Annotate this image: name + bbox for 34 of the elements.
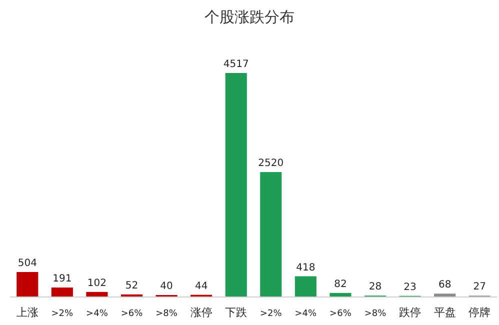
data-label: 191	[52, 274, 72, 285]
x-tick-label: >4%	[294, 309, 318, 319]
x-tick-label: >8%	[364, 309, 387, 319]
data-label: 82	[334, 278, 347, 290]
bar	[16, 272, 38, 297]
data-label: 27	[473, 282, 486, 293]
bar	[225, 73, 247, 297]
bar	[294, 276, 316, 297]
chart-title: 个股涨跌分布	[204, 8, 294, 26]
data-label: 40	[160, 281, 173, 292]
x-tick-label: 平盘	[434, 306, 456, 319]
x-tick-label: >6%	[330, 309, 352, 319]
x-tick-label: 涨停	[190, 306, 212, 319]
x-tick-label: >6%	[120, 309, 144, 319]
bar	[51, 288, 73, 297]
data-label: 28	[368, 282, 382, 293]
data-label: 418	[296, 262, 316, 274]
data-label: 504	[18, 258, 37, 270]
data-label: 52	[125, 280, 138, 292]
data-label: 2520	[258, 158, 284, 170]
data-label: 4517	[223, 59, 249, 70]
x-tick-label: 下跌	[225, 306, 248, 319]
x-tick-label: >2%	[260, 309, 282, 319]
x-tick-label: >4%	[86, 309, 108, 319]
x-tick-label: >8%	[156, 309, 178, 319]
data-label: 23	[404, 282, 416, 293]
data-label: 68	[438, 280, 452, 291]
x-tick-label: 上涨	[16, 306, 38, 319]
bar	[260, 172, 282, 297]
x-tick-label: >2%	[51, 309, 74, 319]
data-label: 102	[87, 278, 107, 289]
x-tick-label: 停牌	[468, 306, 491, 319]
data-label: 44	[194, 280, 208, 292]
x-tick-label: 跌停	[399, 306, 422, 319]
